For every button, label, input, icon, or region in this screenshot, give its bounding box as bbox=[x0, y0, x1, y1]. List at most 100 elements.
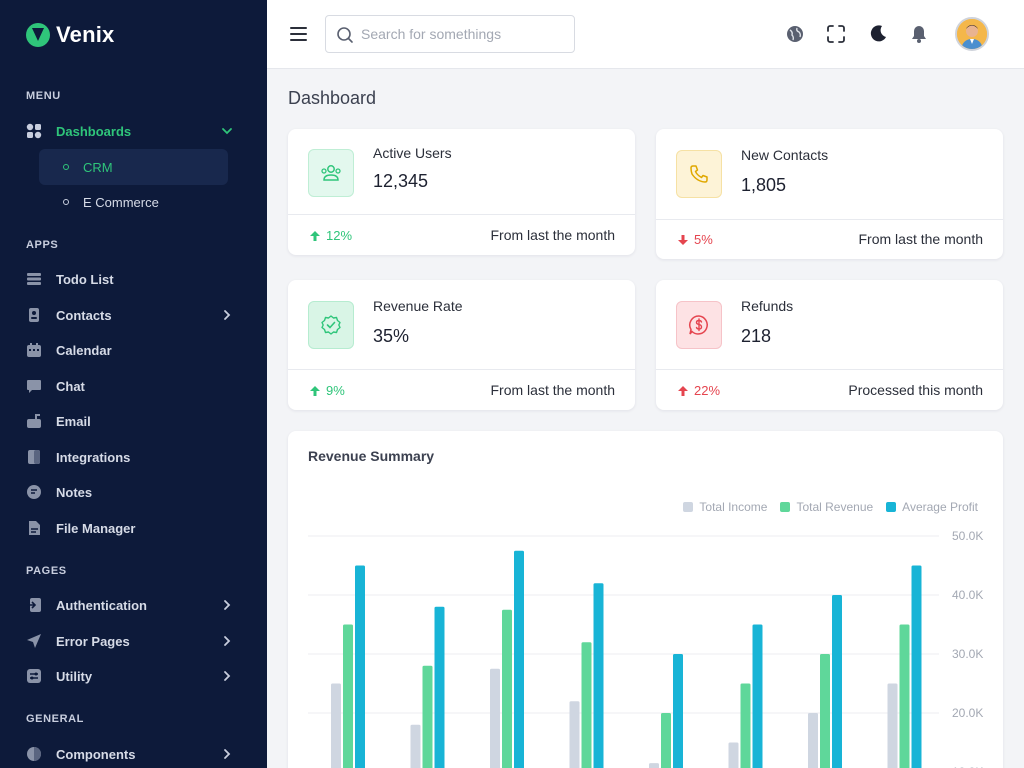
integrations-icon bbox=[26, 449, 42, 465]
stat-label: Revenue Rate bbox=[373, 298, 463, 314]
sidebar-item-components[interactable]: Components bbox=[26, 742, 241, 766]
chevron-right-icon bbox=[224, 671, 231, 681]
chevron-down-icon bbox=[222, 128, 232, 135]
sidebar-item-label: Email bbox=[56, 413, 91, 429]
mailbox-icon bbox=[26, 413, 42, 429]
legend-item-average-profit[interactable]: Average Profit bbox=[886, 500, 978, 514]
bar-total-revenue[interactable] bbox=[422, 665, 433, 768]
brand-name: Venix bbox=[56, 22, 115, 47]
section-title-menu: MENU bbox=[26, 90, 61, 102]
divider bbox=[656, 369, 1003, 370]
bar-total-revenue[interactable] bbox=[502, 609, 512, 768]
sidebar-item-label: Error Pages bbox=[56, 633, 130, 649]
menu-toggle-icon[interactable] bbox=[290, 27, 307, 41]
moon-icon[interactable] bbox=[868, 24, 888, 44]
brand-logo[interactable]: Venix bbox=[26, 22, 114, 48]
toggle-icon bbox=[26, 668, 42, 684]
bar-total-income[interactable] bbox=[569, 701, 580, 768]
sidebar-item-email[interactable]: Email bbox=[26, 409, 241, 433]
legend-swatch bbox=[683, 502, 694, 512]
top-header bbox=[267, 0, 1024, 69]
sidebar-item-label: Calendar bbox=[56, 342, 112, 358]
sidebar-item-integrations[interactable]: Integrations bbox=[26, 445, 241, 469]
sidebar-item-notes[interactable]: Notes bbox=[26, 480, 241, 504]
sidebar-item-label: Components bbox=[56, 746, 136, 762]
sidebar-item-dashboards[interactable]: Dashboards bbox=[26, 119, 241, 143]
bar-total-income[interactable] bbox=[331, 683, 341, 768]
sidebar-item-todo-list[interactable]: Todo List bbox=[26, 267, 241, 291]
bullet-icon bbox=[63, 199, 69, 205]
bar-total-income[interactable] bbox=[490, 668, 500, 768]
bar-total-revenue[interactable] bbox=[740, 683, 751, 768]
sidebar-item-utility[interactable]: Utility bbox=[26, 664, 241, 688]
bar-average-profit[interactable] bbox=[752, 624, 763, 768]
bar-average-profit[interactable] bbox=[434, 606, 445, 768]
bar-total-revenue[interactable] bbox=[343, 624, 353, 768]
sidebar-item-label: Integrations bbox=[56, 449, 131, 465]
y-tick-label: 40.0K bbox=[952, 588, 983, 602]
chevron-right-icon bbox=[224, 600, 231, 610]
stat-label: Refunds bbox=[741, 298, 794, 314]
chat-icon bbox=[26, 378, 42, 394]
stat-change: 22% bbox=[678, 383, 720, 398]
chart-title: Revenue Summary bbox=[308, 448, 435, 464]
sidebar-item-label: Notes bbox=[56, 484, 93, 500]
stat-change: 12% bbox=[310, 228, 352, 243]
arrow-up-icon bbox=[310, 230, 320, 241]
chart-legend: Total Income Total Revenue Average Profi… bbox=[670, 500, 978, 514]
y-tick-label: 50.0K bbox=[952, 529, 983, 543]
sidebar-subitem-ecommerce[interactable]: E Commerce bbox=[39, 184, 228, 220]
revenue-chart: 50.0K 40.0K 30.0K 20.0K 10.0K bbox=[308, 529, 983, 768]
send-icon bbox=[26, 633, 42, 649]
sidebar-item-label: Contacts bbox=[56, 307, 112, 323]
section-title-apps: APPS bbox=[26, 239, 59, 251]
fullscreen-icon[interactable] bbox=[826, 24, 846, 44]
notes-icon bbox=[26, 484, 42, 500]
globe-icon[interactable] bbox=[785, 24, 805, 44]
list-icon bbox=[26, 271, 42, 287]
bar-average-profit[interactable] bbox=[593, 583, 604, 768]
sidebar-item-chat[interactable]: Chat bbox=[26, 374, 241, 398]
bar-average-profit[interactable] bbox=[911, 565, 922, 768]
search-input[interactable] bbox=[361, 26, 561, 42]
sidebar-subitem-label: E Commerce bbox=[83, 194, 159, 210]
sidebar-item-label: Utility bbox=[56, 668, 93, 684]
bar-average-profit[interactable] bbox=[514, 550, 524, 768]
stat-note: From last the month bbox=[490, 382, 616, 398]
sidebar-subitem-label: CRM bbox=[83, 159, 113, 175]
sidebar-item-authentication[interactable]: Authentication bbox=[26, 593, 241, 617]
bar-average-profit[interactable] bbox=[832, 595, 842, 768]
bar-average-profit[interactable] bbox=[673, 654, 683, 768]
bar-total-income[interactable] bbox=[887, 683, 898, 768]
section-title-general: GENERAL bbox=[26, 713, 84, 725]
bar-total-revenue[interactable] bbox=[581, 642, 592, 768]
stat-value: 12,345 bbox=[373, 171, 429, 191]
stat-card-new-contacts: New Contacts 1,805 5% From last the mont… bbox=[656, 129, 1003, 259]
bar-total-income[interactable] bbox=[808, 713, 818, 768]
users-icon bbox=[308, 149, 354, 197]
avatar[interactable] bbox=[955, 17, 989, 51]
sidebar-item-file-manager[interactable]: File Manager bbox=[26, 516, 241, 540]
legend-item-total-revenue[interactable]: Total Revenue bbox=[780, 500, 873, 514]
bar-total-income[interactable] bbox=[728, 742, 739, 768]
bar-total-income[interactable] bbox=[649, 763, 659, 768]
stat-note: From last the month bbox=[490, 227, 616, 243]
bar-total-revenue[interactable] bbox=[820, 654, 830, 768]
bar-total-income[interactable] bbox=[410, 724, 421, 768]
section-title-pages: PAGES bbox=[26, 565, 67, 577]
legend-item-total-income[interactable]: Total Income bbox=[683, 500, 767, 514]
sidebar: Venix MENU Dashboards CRM E Commerce APP… bbox=[0, 0, 267, 768]
sidebar-item-contacts[interactable]: Contacts bbox=[26, 303, 241, 327]
sidebar-item-calendar[interactable]: Calendar bbox=[26, 338, 241, 362]
stat-change-value: 5% bbox=[694, 232, 713, 247]
bar-total-revenue[interactable] bbox=[899, 624, 910, 768]
sidebar-item-error-pages[interactable]: Error Pages bbox=[26, 629, 241, 653]
bar-total-revenue[interactable] bbox=[661, 713, 671, 768]
search-box bbox=[325, 15, 575, 53]
bar-average-profit[interactable] bbox=[355, 565, 365, 768]
sidebar-subitem-crm[interactable]: CRM bbox=[39, 149, 228, 185]
stat-label: Active Users bbox=[373, 145, 452, 161]
bell-icon[interactable] bbox=[909, 24, 929, 44]
stat-note: From last the month bbox=[858, 231, 984, 247]
contacts-icon bbox=[26, 307, 42, 323]
